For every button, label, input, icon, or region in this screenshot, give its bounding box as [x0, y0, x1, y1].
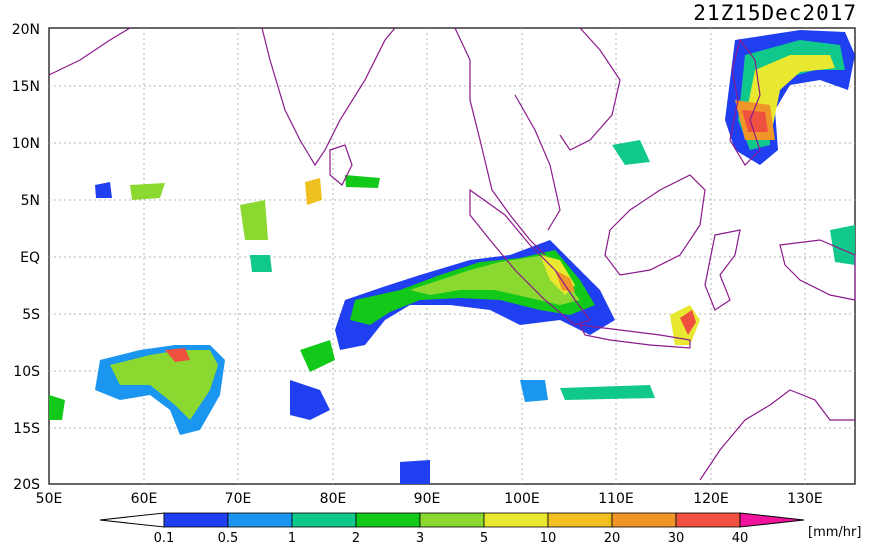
lat-label: EQ [20, 250, 40, 266]
lon-label: 120E [693, 491, 729, 507]
lat-label: 15N [12, 79, 40, 95]
colorbar-swatch [163, 512, 229, 528]
latitude-labels: 20N 15N 10N 5N EQ 5S 10S 15S 20S [12, 22, 40, 493]
coastlines [48, 27, 856, 481]
colorbar-tick-label: 40 [732, 531, 749, 544]
colorbar-swatch [227, 512, 293, 528]
colorbar-tick-label: 1 [288, 531, 296, 544]
colorbar-swatch [355, 512, 421, 528]
lon-label: 80E [320, 491, 347, 507]
colorbar-unit: [mm/hr] [808, 525, 861, 540]
lon-label: 100E [504, 491, 540, 507]
colorbar-tick-label: 2 [352, 531, 360, 544]
longitude-labels: 50E 60E 70E 80E 90E 100E 110E 120E 130E [36, 491, 823, 507]
lat-label: 20N [12, 22, 40, 38]
lat-label: 15S [13, 421, 40, 437]
colorbar-swatch [291, 512, 357, 528]
colorbar-tick-label: 30 [668, 531, 685, 544]
precipitation-areas [49, 30, 855, 484]
lon-label: 130E [787, 491, 823, 507]
lat-label: 20S [13, 477, 40, 493]
lat-label: 10N [12, 136, 40, 152]
map-title: 21Z15Dec2017 [693, 1, 857, 25]
colorbar-tick-label: 10 [540, 531, 557, 544]
lon-label: 50E [36, 491, 63, 507]
lon-label: 110E [598, 491, 634, 507]
lon-label: 70E [225, 491, 252, 507]
colorbar-swatch [483, 512, 549, 528]
lat-label: 5N [21, 193, 40, 209]
colorbar: 0.1 0.5 1 2 3 5 10 20 30 40 [mm/hr] [99, 512, 861, 544]
colorbar-swatch [419, 512, 485, 528]
colorbar-tick-label: 0.1 [154, 531, 175, 544]
lat-label: 5S [22, 307, 40, 323]
colorbar-tick-label: 0.5 [218, 531, 239, 544]
colorbar-tick-label: 3 [416, 531, 424, 544]
colorbar-tick-label: 20 [604, 531, 621, 544]
colorbar-tick-label: 5 [480, 531, 488, 544]
colorbar-left-arrow [99, 512, 165, 528]
lon-label: 60E [131, 491, 158, 507]
colorbar-right-arrow [739, 512, 805, 528]
lon-label: 90E [414, 491, 441, 507]
colorbar-swatch [611, 512, 677, 528]
colorbar-swatch [547, 512, 613, 528]
lat-label: 10S [13, 364, 40, 380]
grid-lines [49, 28, 855, 484]
colorbar-swatch [675, 512, 741, 528]
